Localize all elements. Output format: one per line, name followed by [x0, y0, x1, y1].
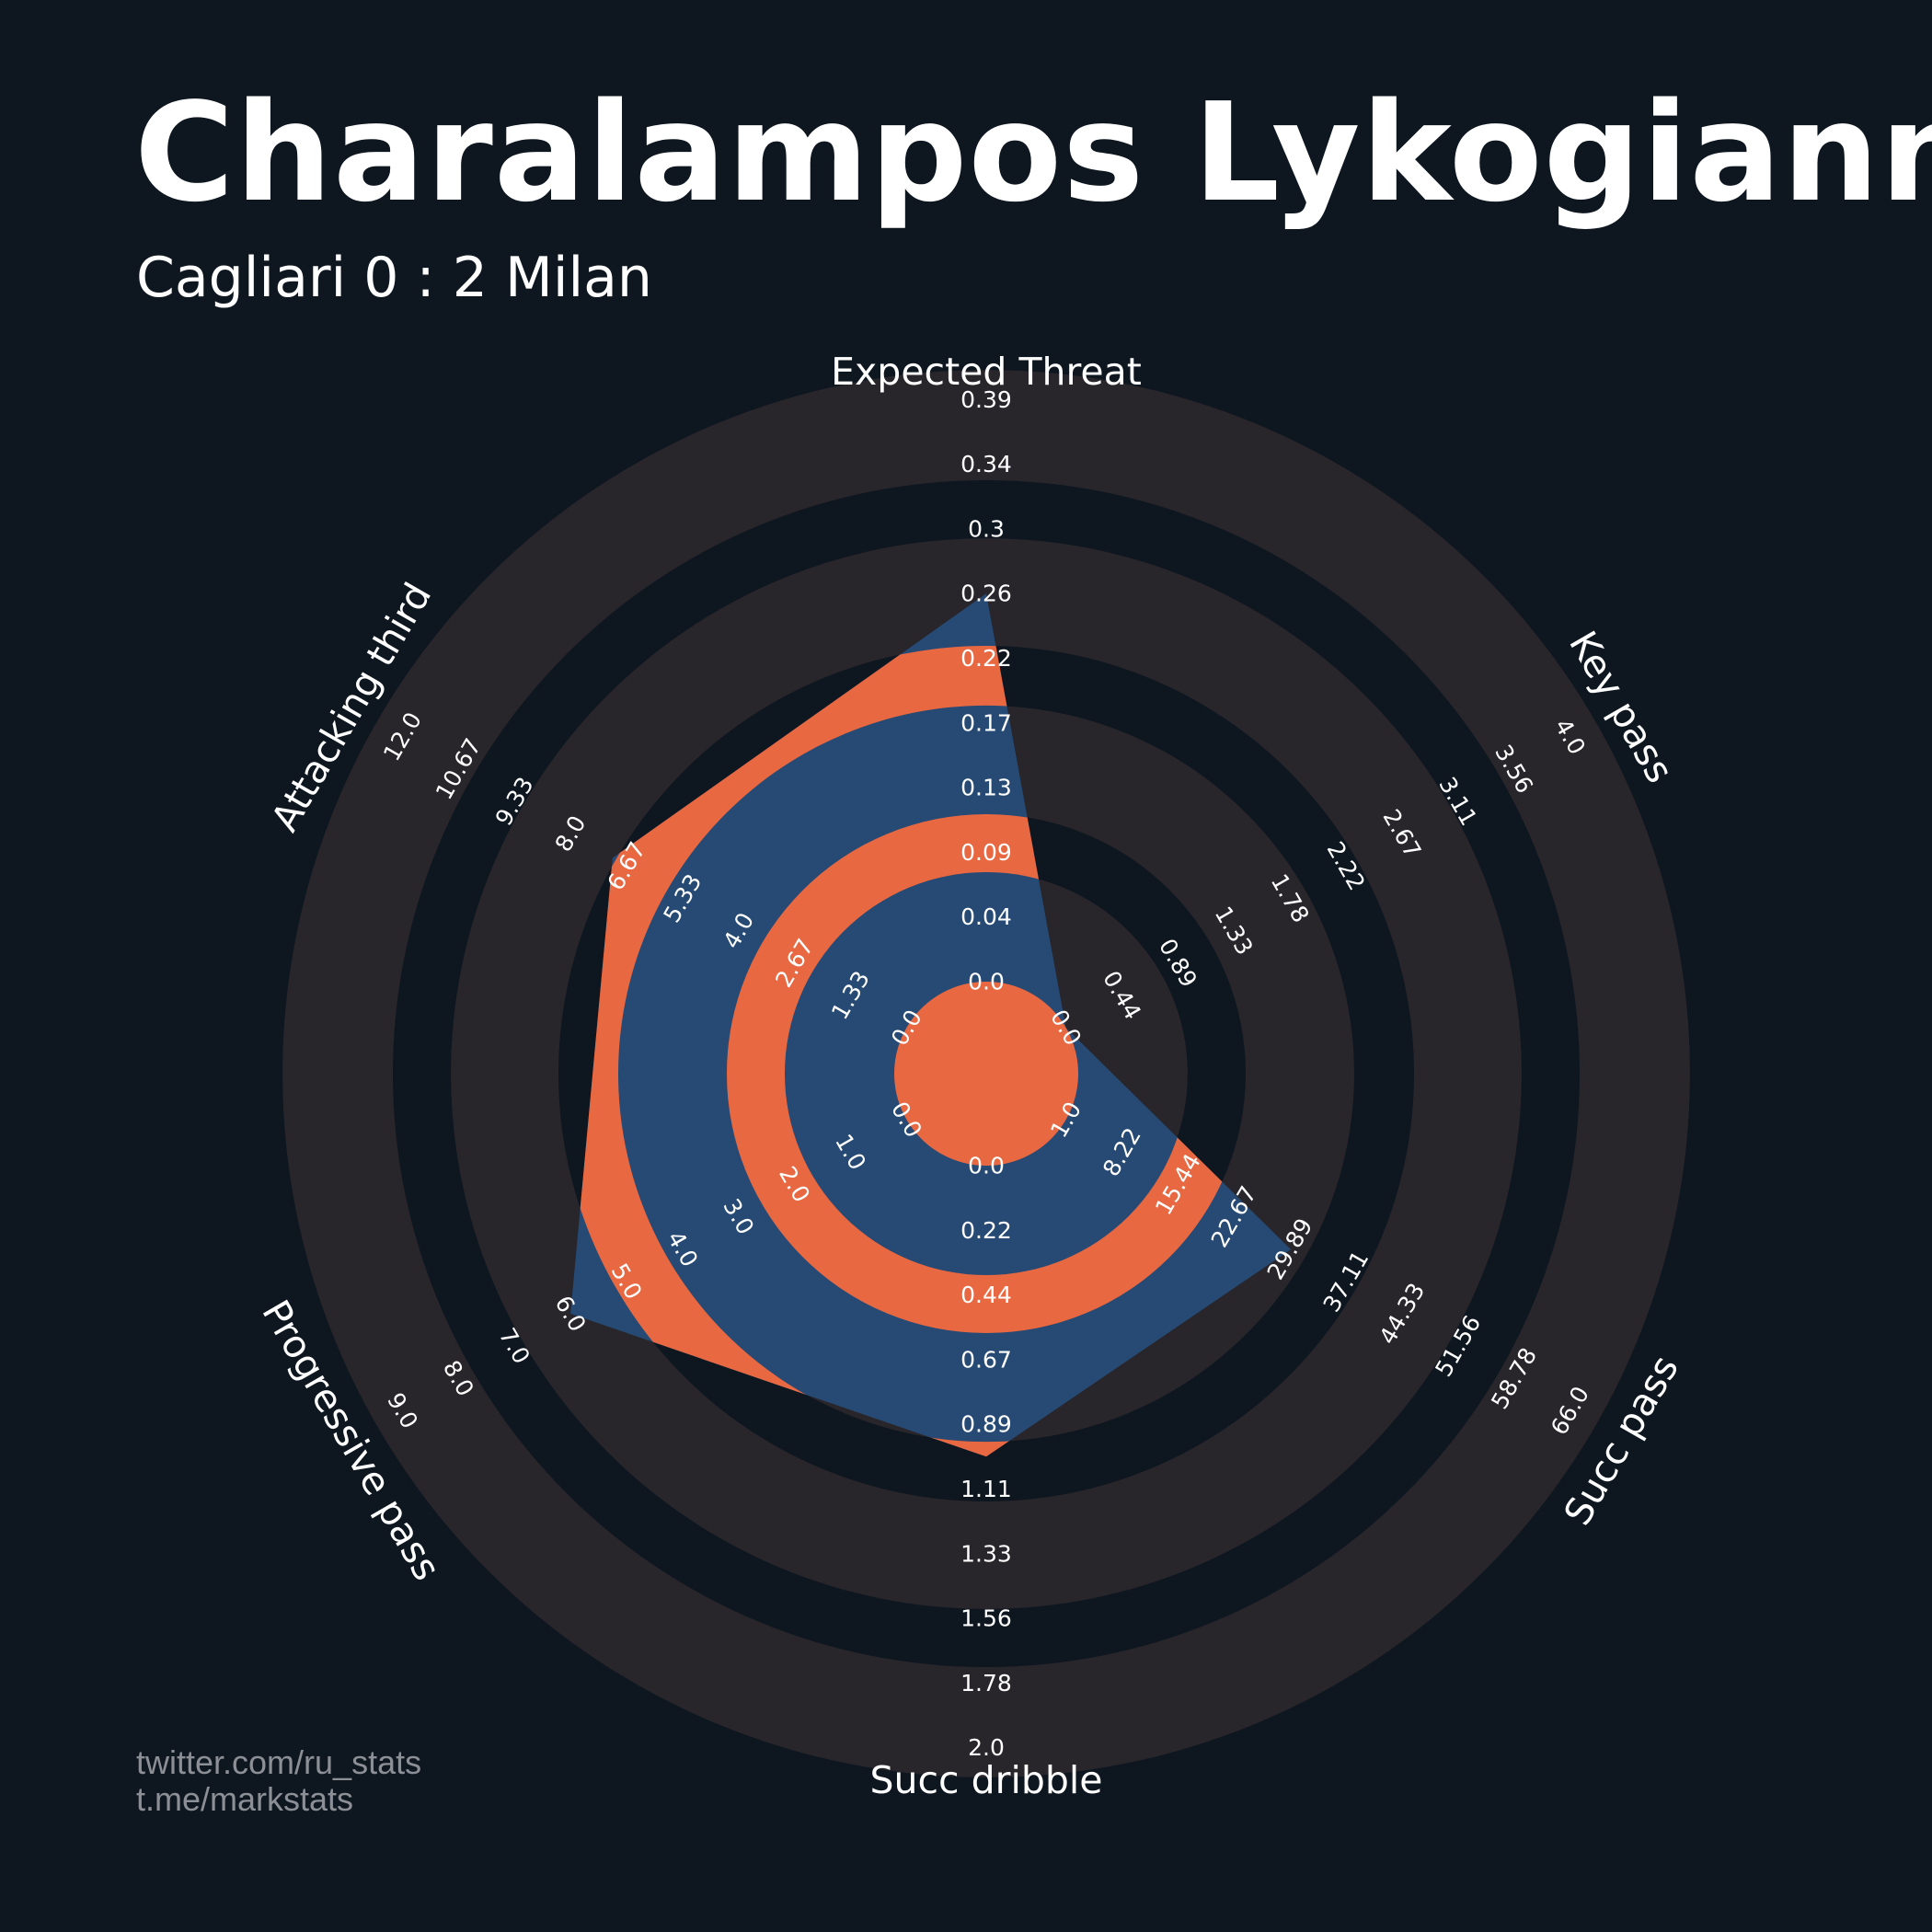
radar-tick-label: 1.56	[960, 1605, 1012, 1632]
radar-tick-label: 0.13	[960, 775, 1012, 801]
radar-tick-label: 0.89	[960, 1411, 1012, 1438]
radar-tick-label: 0.17	[960, 709, 1012, 736]
radar-tick-label: 0.09	[960, 839, 1012, 866]
radar-tick-label: 2.0	[968, 1734, 1005, 1761]
radar-tick-label: 0.04	[960, 903, 1012, 930]
radar-param-label: Expected Threat	[831, 350, 1142, 394]
radar-tick-label: 1.78	[960, 1670, 1012, 1696]
radar-tick-label: 0.67	[960, 1346, 1012, 1373]
radar-tick-label: 0.26	[960, 581, 1012, 607]
radar-tick-label: 1.11	[960, 1476, 1012, 1502]
credit-twitter: twitter.com/ru_stats	[136, 1743, 422, 1781]
radar-tick-label: 0.22	[960, 1217, 1012, 1244]
radar-polygon-ring	[894, 982, 1078, 1166]
radar-tick-label: 0.3	[968, 515, 1005, 542]
radar-tick-label: 0.34	[960, 451, 1012, 477]
radar-tick-label: 0.0	[968, 969, 1005, 995]
credit-telegram: t.me/markstats	[136, 1780, 354, 1818]
radar-tick-label: 0.44	[960, 1282, 1012, 1308]
radar-param-label: Succ dribble	[869, 1758, 1102, 1802]
radar-polygon-highlight	[570, 593, 1292, 1457]
radar-tick-label: 1.33	[960, 1540, 1012, 1567]
radar-tick-label: 0.0	[968, 1153, 1005, 1179]
radar-tick-label: 0.22	[960, 645, 1012, 672]
match-subtitle: Cagliari 0 : 2 Milan	[136, 246, 652, 310]
radar-tick-label: 0.39	[960, 386, 1012, 413]
chart-title: Charalampos Lykogiann	[134, 74, 1932, 232]
radar-polygon-group	[570, 593, 1292, 1457]
